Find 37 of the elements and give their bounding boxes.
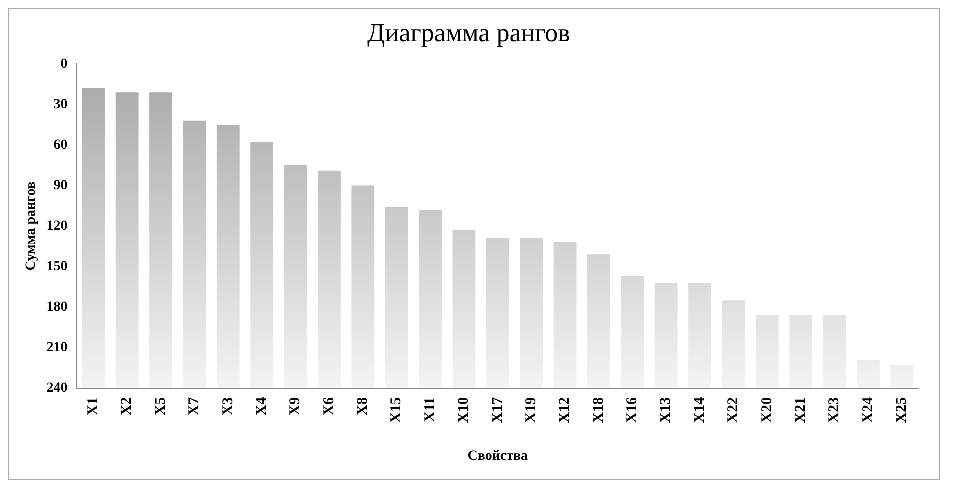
x-tick-label: X6: [321, 396, 338, 416]
x-tick-label: X15: [388, 397, 405, 424]
y-tick-label: 120: [46, 218, 68, 234]
y-tick-label: 30: [54, 97, 68, 112]
x-tick-label: X16: [624, 396, 641, 424]
x-tick-label: X11: [422, 397, 438, 422]
x-tick-label: X13: [658, 397, 674, 424]
x-tick-label: X22: [726, 397, 742, 424]
y-tick-label: 60: [54, 138, 68, 153]
x-tick-label: X3: [220, 397, 236, 416]
x-tick-label: X1: [86, 397, 102, 416]
x-tick-label: X25: [894, 397, 910, 424]
x-tick-label: X19: [523, 397, 540, 424]
x-tick-label: X10: [456, 397, 472, 424]
y-tick-label: 150: [46, 259, 68, 274]
x-tick-label: X4: [254, 396, 270, 416]
y-tick-label: 180: [46, 300, 68, 315]
x-tick-label: X2: [119, 397, 136, 416]
x-tick-label: X5: [152, 397, 169, 416]
y-tick-label: 90: [54, 178, 68, 194]
x-tick-label: X24: [860, 396, 876, 424]
x-tick-label: X14: [692, 396, 708, 424]
y-axis-title: Сумма рангов: [24, 181, 40, 271]
x-tick-label: X17: [490, 396, 506, 424]
chart-title: Диаграмма рангов: [368, 18, 570, 48]
x-tick-label: X7: [186, 396, 203, 416]
x-tick-label: X18: [590, 397, 607, 424]
y-tick-label: 0: [60, 56, 68, 72]
y-tick-label: 240: [46, 380, 68, 396]
x-tick-label: X20: [759, 397, 776, 424]
x-tick-label: X23: [826, 397, 843, 424]
x-tick-label: X21: [792, 397, 809, 424]
x-tick-label: X8: [355, 397, 372, 416]
y-tick-label: 210: [46, 340, 68, 356]
x-tick-label: X9: [288, 397, 304, 416]
x-axis-title: Свойства: [468, 449, 528, 464]
x-tick-label: X12: [557, 397, 574, 424]
